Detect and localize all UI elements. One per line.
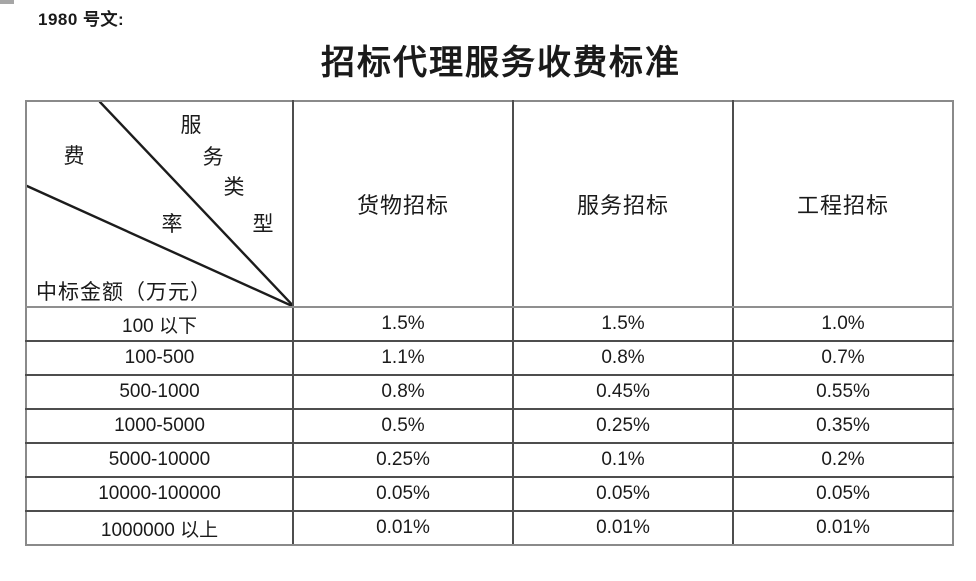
rate-cell: 0.01% bbox=[732, 510, 954, 546]
rate-cell: 0.8% bbox=[292, 374, 514, 410]
row-range-cell: 500-1000 bbox=[25, 374, 294, 410]
rate-cell: 0.7% bbox=[732, 340, 954, 376]
row-range-cell: 100 以下 bbox=[25, 306, 294, 342]
rate-cell: 1.5% bbox=[292, 306, 514, 342]
table-row: 1000-5000 0.5% 0.25% 0.35% bbox=[25, 408, 954, 444]
screen-edge-artifact bbox=[0, 0, 14, 4]
corner-cell: 费 服 务 类 型 率 中标金额（万元） bbox=[25, 100, 294, 308]
diagonal-lines bbox=[28, 103, 291, 305]
rate-cell: 0.05% bbox=[732, 476, 954, 512]
row-range-cell: 1000000 以上 bbox=[25, 510, 294, 546]
table-row: 100 以下 1.5% 1.5% 1.0% bbox=[25, 306, 954, 342]
rate-cell: 0.1% bbox=[512, 442, 734, 478]
rate-cell: 0.25% bbox=[292, 442, 514, 478]
corner-amount-label: 中标金额（万元） bbox=[36, 280, 212, 304]
table-row: 5000-10000 0.25% 0.1% 0.2% bbox=[25, 442, 954, 478]
column-header-works: 工程招标 bbox=[732, 100, 954, 308]
rate-cell: 0.05% bbox=[512, 476, 734, 512]
rate-cell: 1.5% bbox=[512, 306, 734, 342]
rate-cell: 1.0% bbox=[732, 306, 954, 342]
rate-cell: 0.8% bbox=[512, 340, 734, 376]
corner-type-char: 服 bbox=[180, 113, 202, 137]
rate-cell: 0.45% bbox=[512, 374, 734, 410]
diagonal-header: 费 服 务 类 型 率 中标金额（万元） bbox=[28, 103, 291, 305]
row-range-cell: 5000-10000 bbox=[25, 442, 294, 478]
rate-cell: 0.55% bbox=[732, 374, 954, 410]
rate-cell: 0.01% bbox=[512, 510, 734, 546]
column-header-services: 服务招标 bbox=[512, 100, 734, 308]
table-row: 100-500 1.1% 0.8% 0.7% bbox=[25, 340, 954, 376]
corner-type-char: 类 bbox=[223, 175, 245, 199]
rate-cell: 1.1% bbox=[292, 340, 514, 376]
rate-cell: 0.25% bbox=[512, 408, 734, 444]
doc-number: 1980 号文: bbox=[38, 10, 125, 29]
table-row: 1000000 以上 0.01% 0.01% 0.01% bbox=[25, 510, 954, 546]
corner-rate-label: 率 bbox=[161, 212, 183, 236]
rate-cell: 0.2% bbox=[732, 442, 954, 478]
rate-cell: 0.5% bbox=[292, 408, 514, 444]
page-title: 招标代理服务收费标准 bbox=[321, 45, 681, 82]
rate-cell: 0.35% bbox=[732, 408, 954, 444]
corner-type-char: 务 bbox=[202, 145, 224, 169]
table-row: 500-1000 0.8% 0.45% 0.55% bbox=[25, 374, 954, 410]
table-row: 10000-100000 0.05% 0.05% 0.05% bbox=[25, 476, 954, 512]
row-range-cell: 100-500 bbox=[25, 340, 294, 376]
row-range-cell: 1000-5000 bbox=[25, 408, 294, 444]
column-header-goods: 货物招标 bbox=[292, 100, 514, 308]
header-row: 费 服 务 类 型 率 中标金额（万元） 货物招标 服务招标 工程招标 bbox=[25, 100, 954, 308]
rate-cell: 0.05% bbox=[292, 476, 514, 512]
corner-type-char: 型 bbox=[252, 212, 274, 236]
rate-cell: 0.01% bbox=[292, 510, 514, 546]
corner-fee-label: 费 bbox=[63, 144, 85, 168]
row-range-cell: 10000-100000 bbox=[25, 476, 294, 512]
fee-standard-table: 费 服 务 类 型 率 中标金额（万元） 货物招标 服务招标 工程招标 100 … bbox=[25, 100, 954, 546]
